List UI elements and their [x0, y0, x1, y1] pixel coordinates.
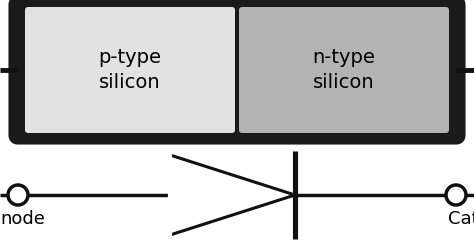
Text: node: node: [0, 210, 45, 228]
Text: p-type
silicon: p-type silicon: [99, 48, 162, 92]
Circle shape: [446, 185, 466, 205]
Text: n-type
silicon: n-type silicon: [312, 48, 375, 92]
FancyBboxPatch shape: [14, 1, 460, 139]
Polygon shape: [170, 155, 295, 235]
FancyBboxPatch shape: [25, 7, 235, 133]
Circle shape: [8, 185, 28, 205]
Text: Cathode: Cathode: [448, 210, 474, 228]
FancyBboxPatch shape: [239, 7, 449, 133]
